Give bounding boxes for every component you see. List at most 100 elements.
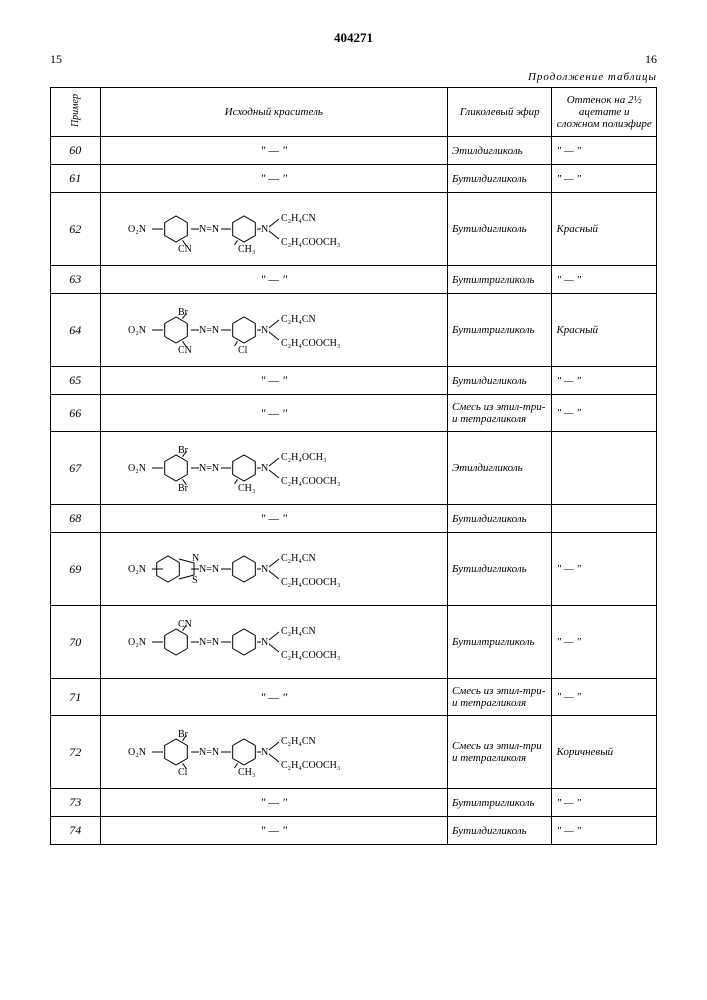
row-num: 62 — [51, 193, 101, 266]
row-shade: Красный — [552, 193, 657, 266]
svg-text:C₂H₄CN: C₂H₄CN — [281, 213, 316, 224]
row-dye: O₂NBrBrN=NCH₃NC₂H₄OCH₃C₂H₄COOCH₃ — [100, 432, 447, 505]
table-row: 69NSO₂NN=NNC₂H₄CNC₂H₄COOCH₃Бутилдигликол… — [51, 533, 657, 606]
svg-text:C₂H₄COOCH₃: C₂H₄COOCH₃ — [281, 338, 340, 349]
row-num: 74 — [51, 817, 101, 845]
table-row: 68" — "Бутилдигликоль — [51, 505, 657, 533]
row-glycol: Смесь из этил-три-и тетрагликоля — [447, 395, 552, 432]
table-row: 63" — "Бутилтригликоль" — " — [51, 266, 657, 294]
svg-text:N: N — [261, 325, 268, 336]
row-num: 71 — [51, 679, 101, 716]
svg-text:Cl: Cl — [238, 345, 248, 356]
row-glycol: Бутилдигликоль — [447, 367, 552, 395]
svg-text:Br: Br — [178, 483, 189, 494]
row-dye: O₂NBrClN=NCH₃NC₂H₄CNC₂H₄COOCH₃ — [100, 716, 447, 789]
row-num: 67 — [51, 432, 101, 505]
svg-text:N=N: N=N — [199, 564, 219, 575]
svg-text:O₂N: O₂N — [128, 747, 146, 758]
table-row: 67O₂NBrBrN=NCH₃NC₂H₄OCH₃C₂H₄COOCH₃Этилди… — [51, 432, 657, 505]
svg-text:N=N: N=N — [199, 463, 219, 474]
row-shade — [552, 505, 657, 533]
row-num: 60 — [51, 137, 101, 165]
header-dye: Исходный краситель — [100, 88, 447, 137]
svg-text:Br: Br — [178, 445, 189, 456]
svg-text:C₂H₄OCH₃: C₂H₄OCH₃ — [281, 452, 326, 463]
row-glycol: Бутилдигликоль — [447, 817, 552, 845]
dye-table: Пример Исходный краситель Гликолевый эфи… — [50, 87, 657, 845]
row-glycol: Смесь из этил-три и тетрагликоля — [447, 716, 552, 789]
row-glycol: Этилдигликоль — [447, 432, 552, 505]
svg-text:N=N: N=N — [199, 325, 219, 336]
row-dye: NSO₂NN=NNC₂H₄CNC₂H₄COOCH₃ — [100, 533, 447, 606]
svg-text:C₂H₄COOCH₃: C₂H₄COOCH₃ — [281, 650, 340, 661]
row-shade — [552, 432, 657, 505]
row-dye: O₂NBrCNN=NClNC₂H₄CNC₂H₄COOCH₃ — [100, 294, 447, 367]
page-left: 15 — [50, 52, 62, 67]
row-shade: " — " — [552, 817, 657, 845]
svg-text:N=N: N=N — [199, 224, 219, 235]
row-dye: " — " — [100, 367, 447, 395]
row-shade: " — " — [552, 137, 657, 165]
table-row: 64O₂NBrCNN=NClNC₂H₄CNC₂H₄COOCH₃Бутилтриг… — [51, 294, 657, 367]
svg-text:O₂N: O₂N — [128, 325, 146, 336]
row-shade: " — " — [552, 266, 657, 294]
svg-text:C₂H₄CN: C₂H₄CN — [281, 314, 316, 325]
row-dye: " — " — [100, 165, 447, 193]
row-glycol: Бутилдигликоль — [447, 533, 552, 606]
table-row: 70O₂NCNN=NNC₂H₄CNC₂H₄COOCH₃Бутилтриглико… — [51, 606, 657, 679]
svg-text:C₂H₄COOCH₃: C₂H₄COOCH₃ — [281, 760, 340, 771]
svg-text:N: N — [261, 224, 268, 235]
svg-text:C₂H₄CN: C₂H₄CN — [281, 553, 316, 564]
svg-text:CN: CN — [178, 619, 192, 630]
table-row: 61" — "Бутилдигликоль" — " — [51, 165, 657, 193]
svg-text:S: S — [192, 575, 198, 586]
row-shade: " — " — [552, 789, 657, 817]
svg-text:C₂H₄COOCH₃: C₂H₄COOCH₃ — [281, 476, 340, 487]
row-shade: " — " — [552, 679, 657, 716]
svg-text:CH₃: CH₃ — [238, 767, 255, 778]
svg-text:O₂N: O₂N — [128, 564, 146, 575]
row-glycol: Бутилтригликоль — [447, 789, 552, 817]
table-row: 65" — "Бутилдигликоль" — " — [51, 367, 657, 395]
row-shade: Красный — [552, 294, 657, 367]
table-row: 72O₂NBrClN=NCH₃NC₂H₄CNC₂H₄COOCH₃Смесь из… — [51, 716, 657, 789]
row-dye: O₂NCNN=NNC₂H₄CNC₂H₄COOCH₃ — [100, 606, 447, 679]
row-dye: " — " — [100, 679, 447, 716]
svg-text:N: N — [192, 553, 199, 564]
row-dye: O₂NCNN=NCH₃NC₂H₄CNC₂H₄COOCH₃ — [100, 193, 447, 266]
row-dye: " — " — [100, 505, 447, 533]
row-shade: " — " — [552, 395, 657, 432]
row-num: 73 — [51, 789, 101, 817]
svg-text:C₂H₄CN: C₂H₄CN — [281, 626, 316, 637]
row-shade: " — " — [552, 533, 657, 606]
row-dye: " — " — [100, 137, 447, 165]
row-num: 65 — [51, 367, 101, 395]
row-glycol: Бутилтригликоль — [447, 266, 552, 294]
row-shade: " — " — [552, 606, 657, 679]
table-continuation: Продолжение таблицы — [50, 71, 657, 83]
svg-text:CN: CN — [178, 244, 192, 255]
row-shade: " — " — [552, 165, 657, 193]
row-num: 68 — [51, 505, 101, 533]
table-row: 62O₂NCNN=NCH₃NC₂H₄CNC₂H₄COOCH₃Бутилдигли… — [51, 193, 657, 266]
svg-text:C₂H₄COOCH₃: C₂H₄COOCH₃ — [281, 237, 340, 248]
row-glycol: Бутилтригликоль — [447, 606, 552, 679]
page-right: 16 — [645, 52, 657, 67]
svg-text:CN: CN — [178, 345, 192, 356]
row-num: 64 — [51, 294, 101, 367]
svg-text:C₂H₄COOCH₃: C₂H₄COOCH₃ — [281, 577, 340, 588]
row-num: 61 — [51, 165, 101, 193]
row-dye: " — " — [100, 789, 447, 817]
table-row: 71" — "Смесь из этил-три- и тетрагликоля… — [51, 679, 657, 716]
svg-text:Br: Br — [178, 729, 189, 740]
header-glycol: Гликолевый эфир — [447, 88, 552, 137]
svg-text:N=N: N=N — [199, 747, 219, 758]
row-glycol: Бутилдигликоль — [447, 505, 552, 533]
row-dye: " — " — [100, 817, 447, 845]
row-glycol: Бутилдигликоль — [447, 193, 552, 266]
row-shade: " — " — [552, 367, 657, 395]
row-num: 70 — [51, 606, 101, 679]
svg-text:O₂N: O₂N — [128, 637, 146, 648]
table-row: 73" — "Бутилтригликоль" — " — [51, 789, 657, 817]
row-glycol: Смесь из этил-три- и тетрагликоля — [447, 679, 552, 716]
